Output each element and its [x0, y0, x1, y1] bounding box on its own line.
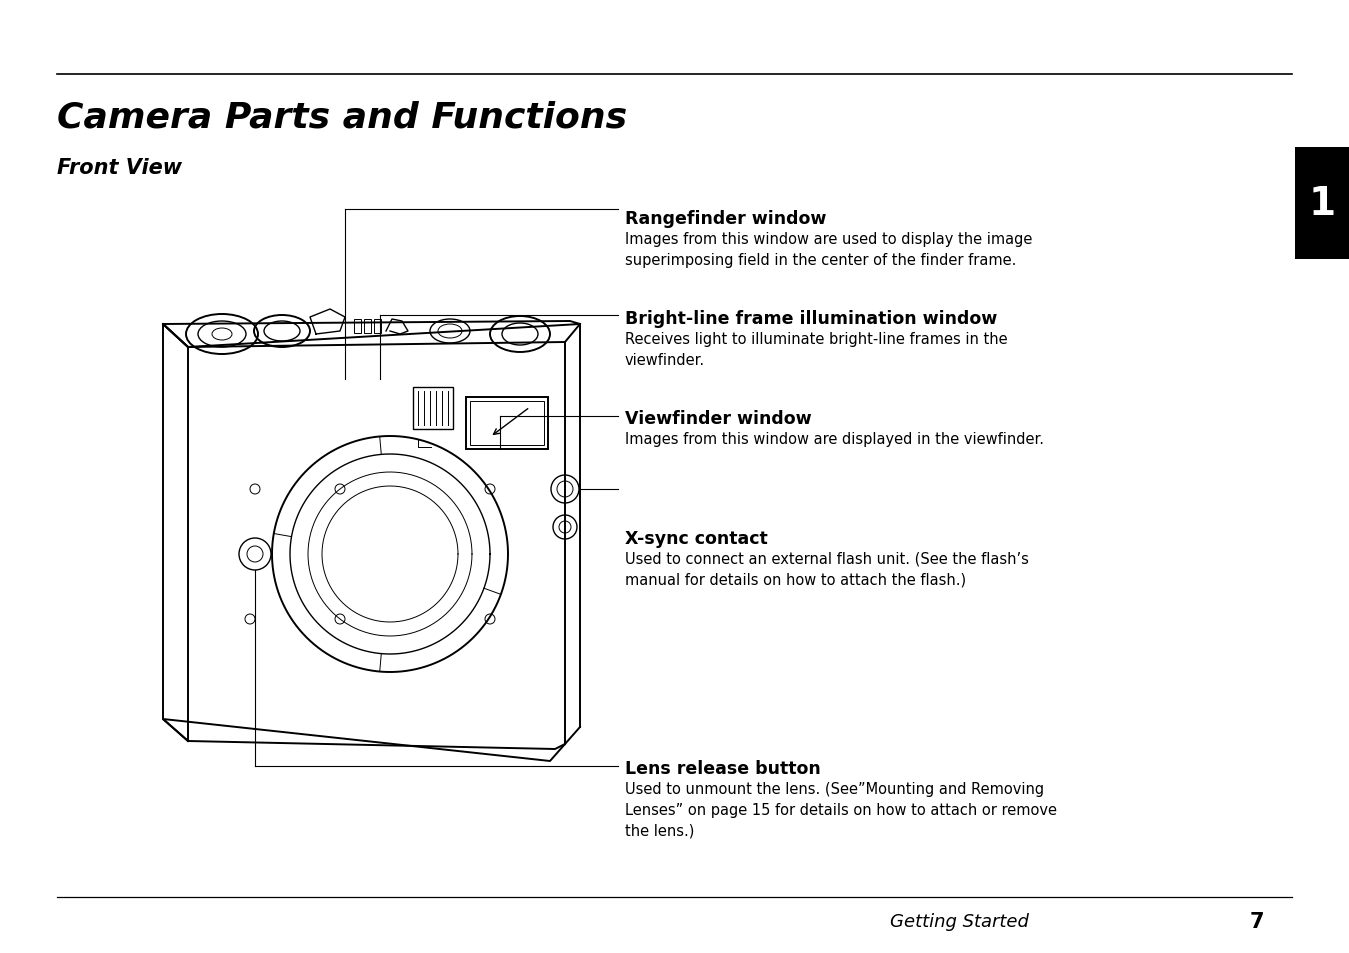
Text: Rangefinder window: Rangefinder window: [625, 210, 827, 228]
Bar: [413, 388, 453, 430]
Bar: [469, 401, 544, 446]
Text: Bright-line frame illumination window: Bright-line frame illumination window: [625, 310, 997, 328]
Text: Front View: Front View: [57, 158, 182, 178]
Text: Receives light to illuminate bright-line frames in the
viewfinder.: Receives light to illuminate bright-line…: [625, 332, 1008, 368]
Text: Getting Started: Getting Started: [890, 912, 1029, 930]
Text: Used to connect an external flash unit. (See the flash’s
manual for details on h: Used to connect an external flash unit. …: [625, 552, 1029, 587]
Text: Used to unmount the lens. (See”Mounting and Removing
Lenses” on page 15 for deta: Used to unmount the lens. (See”Mounting …: [625, 781, 1058, 838]
Text: 7: 7: [1251, 911, 1264, 931]
Bar: [353, 319, 362, 334]
Text: Lens release button: Lens release button: [625, 760, 820, 778]
Bar: [374, 319, 380, 334]
Text: Images from this window are used to display the image
superimposing field in the: Images from this window are used to disp…: [625, 232, 1032, 268]
Bar: [1295, 148, 1349, 260]
Text: Camera Parts and Functions: Camera Parts and Functions: [57, 100, 627, 133]
Text: X-sync contact: X-sync contact: [625, 530, 768, 547]
Text: 1: 1: [1309, 185, 1336, 223]
Text: Images from this window are displayed in the viewfinder.: Images from this window are displayed in…: [625, 432, 1044, 447]
Bar: [364, 319, 371, 334]
Text: Viewfinder window: Viewfinder window: [625, 410, 812, 428]
Bar: [465, 397, 548, 450]
